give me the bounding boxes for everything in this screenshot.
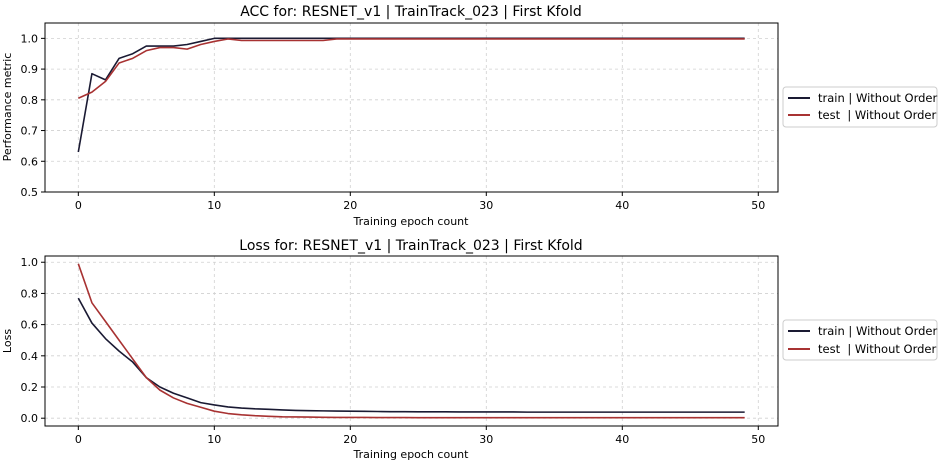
loss-y-tick-label: 0.6 [21,319,39,332]
loss-y-tick-label: 0.0 [21,412,39,425]
acc-legend-label-test: test | Without Order [818,108,936,122]
loss-x-tick-label: 30 [479,433,493,446]
acc-legend: train | Without Order test | Without Ord… [782,86,938,128]
acc-plot-frame [44,22,779,193]
loss-series-line-train [77,297,745,413]
acc-x-tick-label: 0 [75,199,82,212]
loss-x-axis-label: Training epoch count [353,448,470,461]
acc-y-tick-label: 0.8 [21,94,39,107]
loss-y-tick-label: 0.2 [21,381,39,394]
acc-y-tick-label: 0.9 [21,63,39,76]
loss-x-tick-label: 50 [751,433,765,446]
loss-y-tick-label: 0.8 [21,287,39,300]
acc-legend-box [782,86,938,128]
loss-chart: Loss for: RESNET_v1 | TrainTrack_023 | F… [1,238,938,461]
loss-legend-label-train: train | Without Order [818,324,938,338]
loss-x-tick-label: 0 [75,433,82,446]
loss-y-axis-label: Loss [1,329,14,353]
acc-y-tick-label: 0.7 [21,125,39,138]
loss-series-line-test [77,263,745,419]
loss-legend-label-test: test | Without Order [818,342,936,356]
loss-chart-title: Loss for: RESNET_v1 | TrainTrack_023 | F… [239,238,582,254]
acc-chart: ACC for: RESNET_v1 | TrainTrack_023 | Fi… [1,4,938,228]
acc-x-tick-label: 40 [615,199,629,212]
loss-y-tick-label: 0.4 [21,350,39,363]
acc-chart-title: ACC for: RESNET_v1 | TrainTrack_023 | Fi… [240,4,582,20]
acc-series-line-test [77,38,745,100]
loss-x-tick-label: 40 [615,433,629,446]
acc-y-tick-label: 1.0 [21,32,39,45]
loss-legend-box [782,319,938,361]
loss-plot-frame [44,255,779,427]
acc-series-line-train [77,37,745,153]
acc-y-tick-label: 0.5 [21,186,39,199]
loss-legend: train | Without Order test | Without Ord… [782,319,938,361]
acc-x-tick-label: 10 [207,199,221,212]
acc-y-axis-label: Performance metric [1,53,14,162]
acc-x-tick-label: 20 [343,199,357,212]
acc-legend-label-train: train | Without Order [818,91,938,105]
acc-x-tick-label: 50 [751,199,765,212]
loss-x-tick-label: 10 [207,433,221,446]
loss-y-tick-label: 1.0 [21,256,39,269]
loss-x-tick-label: 20 [343,433,357,446]
acc-y-tick-label: 0.6 [21,155,39,168]
acc-x-axis-label: Training epoch count [353,215,470,228]
acc-x-tick-label: 30 [479,199,493,212]
